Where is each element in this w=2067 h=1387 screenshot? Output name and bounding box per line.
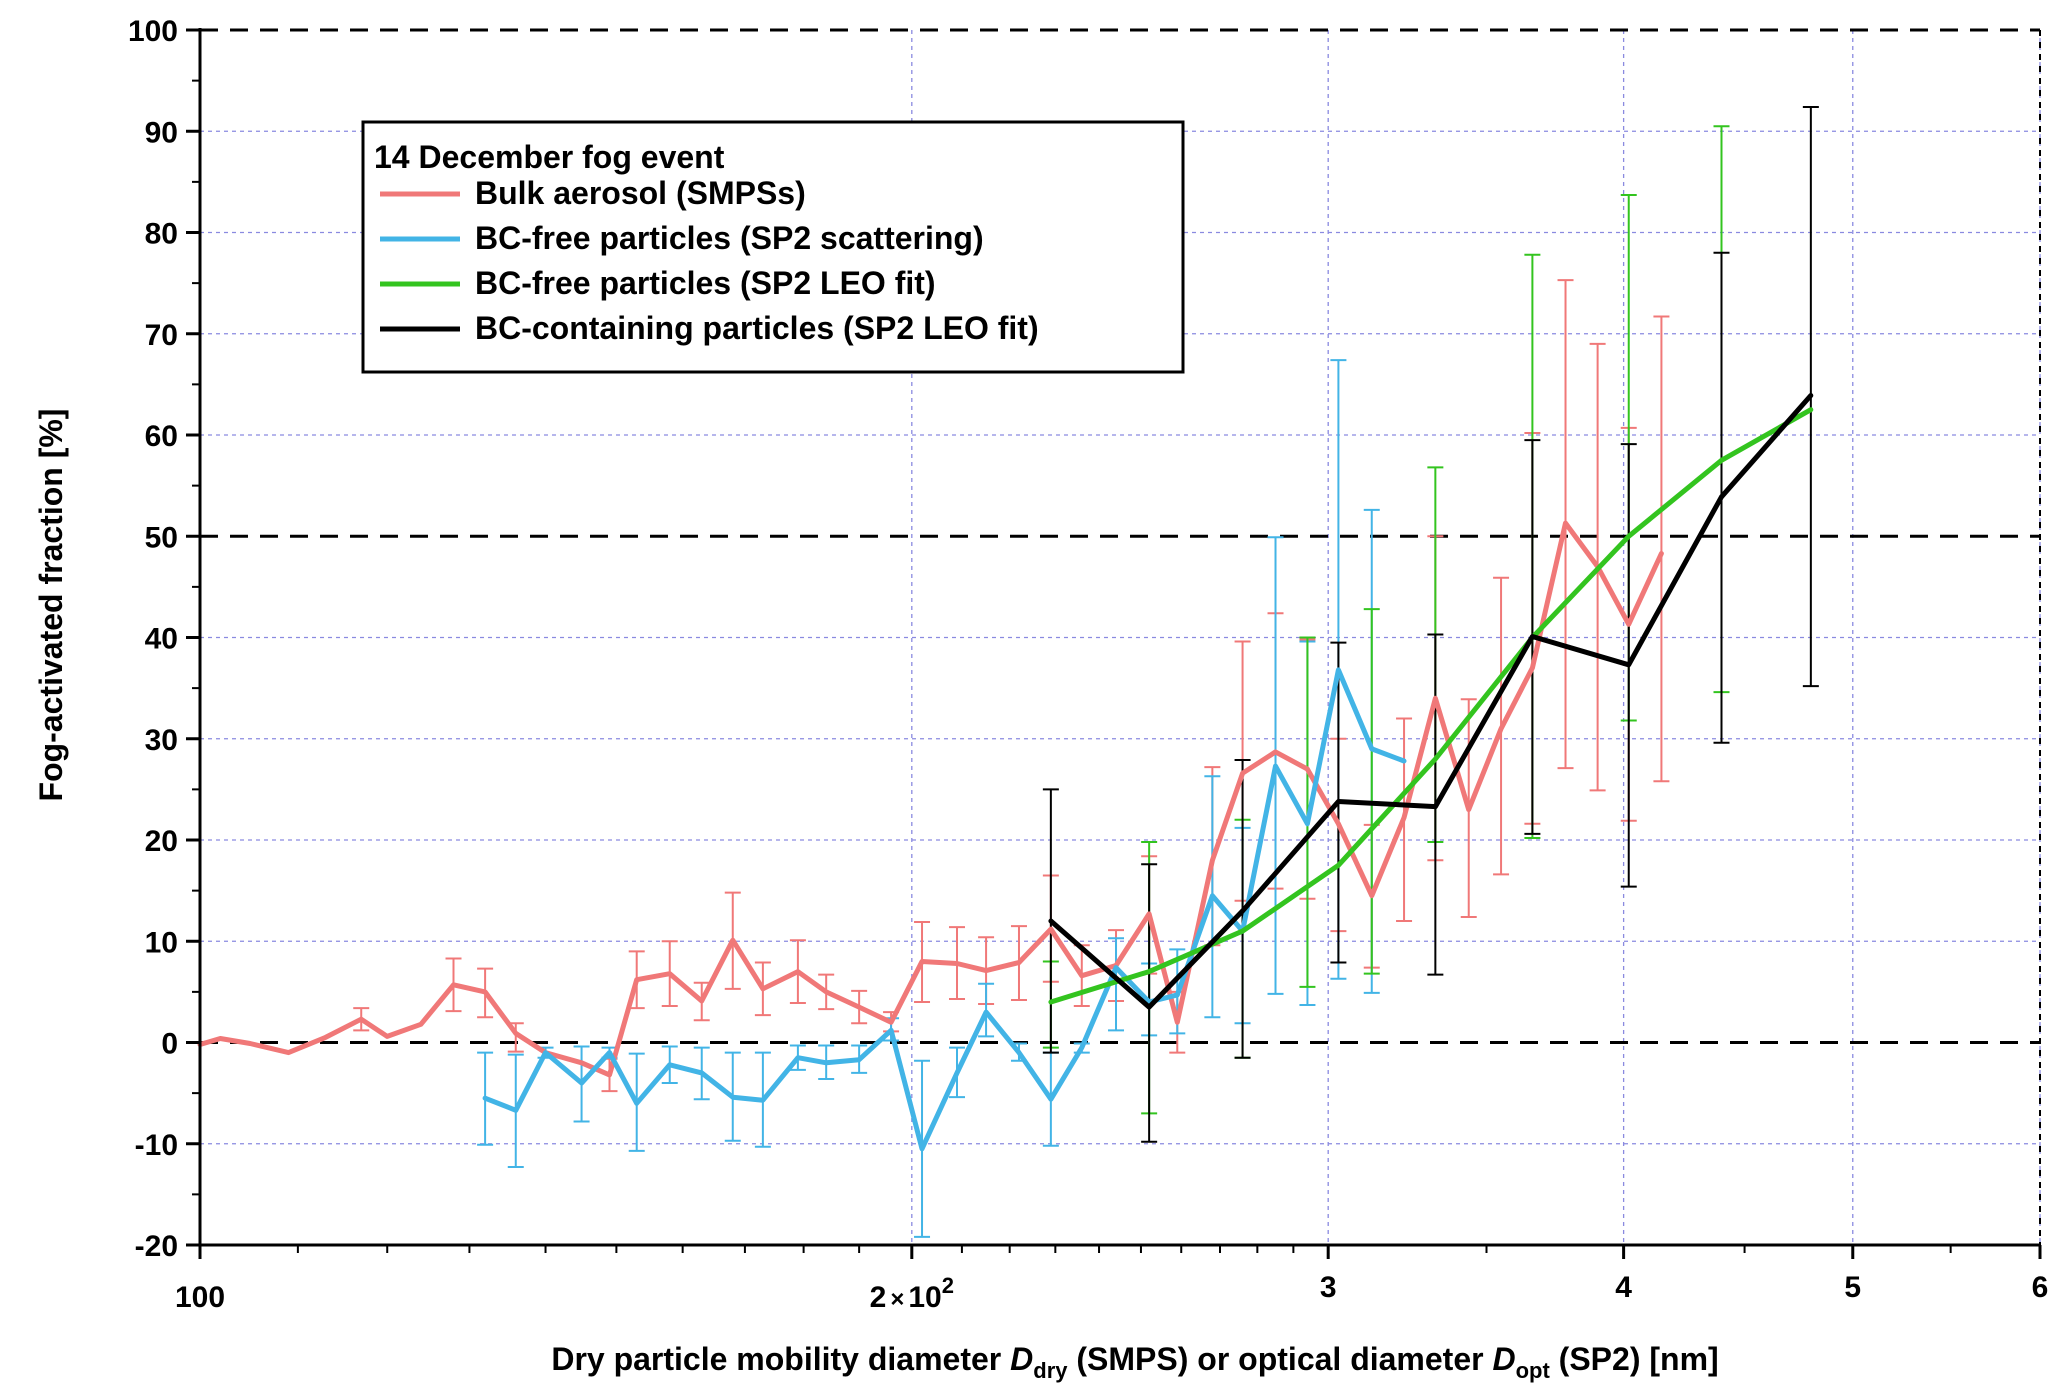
y-tick-label: 20 <box>145 825 178 858</box>
y-tick-label: 50 <box>145 521 178 554</box>
series-line-1 <box>197 520 1664 1078</box>
y-tick-label: 10 <box>145 926 178 959</box>
legend-label: BC-free particles (SP2 scattering) <box>475 220 984 256</box>
legend-label: Bulk aerosol (SMPSs) <box>475 175 806 211</box>
y-tick-label: 40 <box>145 623 178 656</box>
y-tick-label: 60 <box>145 420 178 453</box>
x-tick-label: 5 <box>1844 1271 1861 1304</box>
error-bar <box>1653 315 1670 783</box>
y-tick-label: 30 <box>145 724 178 757</box>
x-tick-label: 3 <box>1320 1271 1337 1304</box>
y-tick-label: -10 <box>135 1129 178 1162</box>
legend: 14 December fog event Bulk aerosol (SMPS… <box>361 120 1185 374</box>
series-line-3 <box>1048 407 1814 1005</box>
legend-box <box>361 120 1185 374</box>
y-tick-label: 0 <box>161 1028 178 1061</box>
legend-title: 14 December fog event <box>374 139 725 175</box>
y-axis-title: Fog-activated fraction [%] <box>33 409 69 802</box>
legend-label: BC-containing particles (SP2 LEO fit) <box>475 310 1039 346</box>
x-tick-label: 4 <box>1615 1271 1632 1304</box>
y-tick-label: 80 <box>145 218 178 251</box>
series-layer <box>197 105 1819 1238</box>
error-bar <box>1363 608 1380 975</box>
x-axis-title: Dry particle mobility diameter Ddry (SMP… <box>551 1341 1718 1383</box>
x-tick-label: 6 <box>2032 1271 2049 1304</box>
x-tick-label: 2 × 102 <box>870 1273 954 1314</box>
y-tick-label: 100 <box>128 15 178 48</box>
series-line-4 <box>1048 393 1814 1010</box>
y-tick-label: 70 <box>145 319 178 352</box>
y-tick-label: -20 <box>135 1230 178 1263</box>
y-tick-label: 90 <box>145 116 178 149</box>
x-tick-label: 100 <box>175 1281 225 1314</box>
x-axis-ticks: 100 2 × 102 3 4 5 6 <box>175 1245 2048 1314</box>
legend-label: BC-free particles (SP2 LEO fit) <box>475 265 936 301</box>
